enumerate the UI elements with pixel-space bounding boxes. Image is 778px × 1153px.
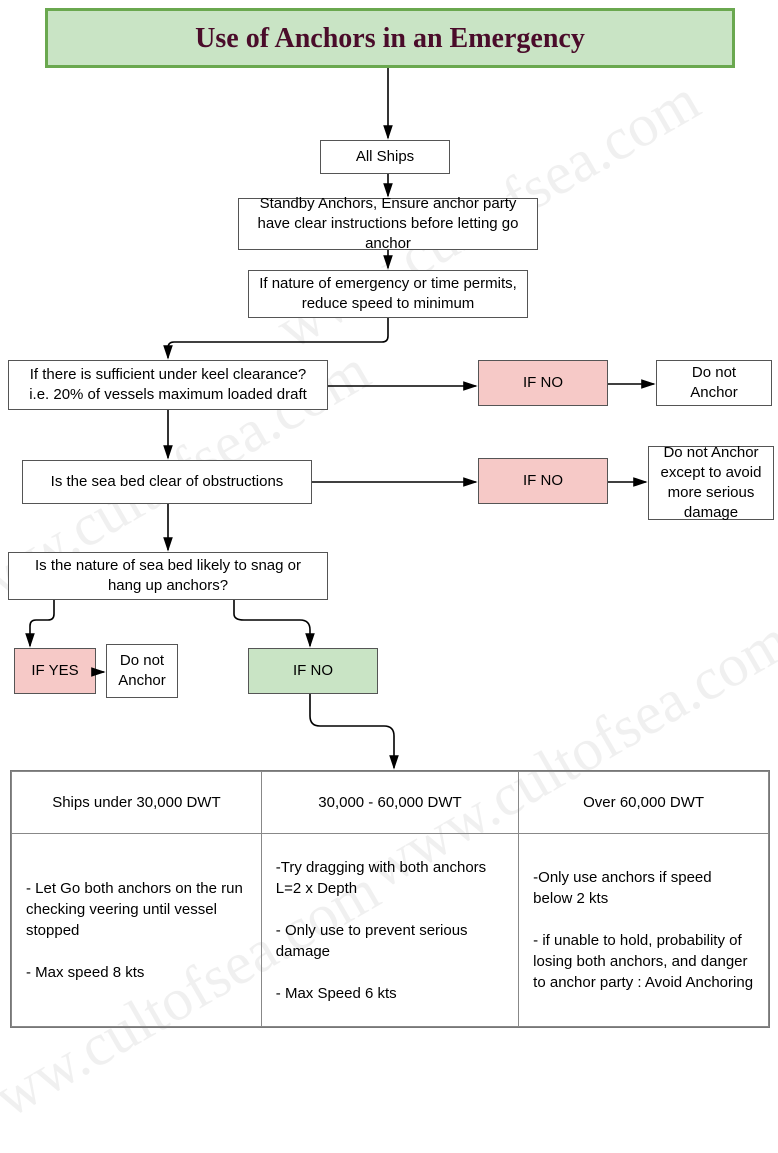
diagram-title: Use of Anchors in an Emergency — [45, 8, 735, 68]
node-ukc-ifno: IF NO — [478, 360, 608, 406]
node-all-ships: All Ships — [320, 140, 450, 174]
table-cell: -Try dragging with both anchors L=2 x De… — [261, 834, 518, 1027]
node-seabed-question: Is the sea bed clear of obstructions — [22, 460, 312, 504]
dwt-table: Ships under 30,000 DWT 30,000 - 60,000 D… — [10, 770, 770, 1028]
table-body-row: - Let Go both anchors on the run checkin… — [12, 834, 769, 1027]
node-seabed-action: Do not Anchor except to avoid more serio… — [648, 446, 774, 520]
table-header: 30,000 - 60,000 DWT — [261, 772, 518, 834]
table-header: Ships under 30,000 DWT — [12, 772, 262, 834]
table-cell: - Let Go both anchors on the run checkin… — [12, 834, 262, 1027]
node-ukc-donot: Do not Anchor — [656, 360, 772, 406]
node-snag-ifno: IF NO — [248, 648, 378, 694]
table-cell: -Only use anchors if speed below 2 kts -… — [519, 834, 769, 1027]
table-header: Over 60,000 DWT — [519, 772, 769, 834]
node-standby: Standby Anchors, Ensure anchor party hav… — [238, 198, 538, 250]
node-seabed-ifno: IF NO — [478, 458, 608, 504]
node-snag-yes-action: Do not Anchor — [106, 644, 178, 698]
node-reduce-speed: If nature of emergency or time permits, … — [248, 270, 528, 318]
node-ukc-question: If there is sufficient under keel cleara… — [8, 360, 328, 410]
node-snag-question: Is the nature of sea bed likely to snag … — [8, 552, 328, 600]
node-snag-ifyes: IF YES — [14, 648, 96, 694]
table-header-row: Ships under 30,000 DWT 30,000 - 60,000 D… — [12, 772, 769, 834]
